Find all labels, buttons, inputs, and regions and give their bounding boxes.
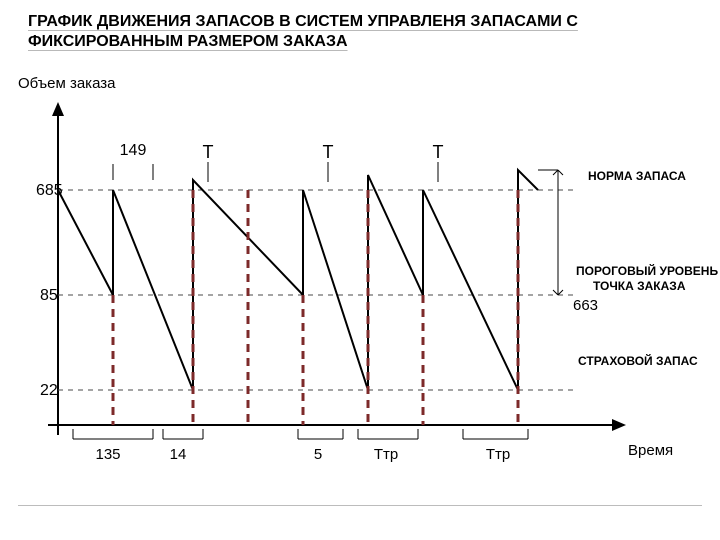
threshold-caption-2: ТОЧКА ЗАКАЗА [593,279,686,293]
page-title: ГРАФИК ДВИЖЕНИЯ ЗАПАСОВ В СИСТЕМ УПРАВЛЕ… [28,12,700,52]
right-bracket [538,170,563,295]
diagram-svg: T T T 135 14 5 Ттр Ттр 149 685 85 22 НОРМА ЗАП… [18,100,698,480]
svg-text:T: T [323,142,334,162]
x-ticks: 135 14 5 Ттр Ттр [73,429,528,463]
safety-caption: СТРАХОВОЙ ЗАПАС [578,353,698,368]
svg-text:T: T [433,142,444,162]
threshold-caption-1: ПОРОГОВЫЙ УРОВЕНЬ [576,263,718,278]
norm-caption: НОРМА ЗАПАСА [588,169,686,183]
level-lines [58,190,573,390]
x-axis-label: Время [628,442,673,459]
footer-separator [18,505,702,506]
safety-level-label: 22 [40,382,58,399]
sawtooth-line [58,170,538,390]
x-tick-label: Ттр [374,446,398,463]
norm-level-label: 685 [36,182,63,199]
inventory-diagram: T T T 135 14 5 Ттр Ттр 149 685 85 22 НОРМА ЗАП… [18,100,698,480]
x-tick-label: 5 [314,446,322,463]
x-tick-label: 135 [95,446,120,463]
threshold-right-label: 663 [573,297,598,314]
threshold-level-label: 85 [40,287,58,304]
order-qty-label: 149 [120,142,147,159]
order-bracket [113,164,153,180]
x-tick-label: 14 [170,446,187,463]
x-tick-label: Ттр [486,446,510,463]
t-marks: TTT [203,142,444,182]
svg-text:T: T [203,142,214,162]
y-axis-label: Объем заказа [18,75,115,92]
